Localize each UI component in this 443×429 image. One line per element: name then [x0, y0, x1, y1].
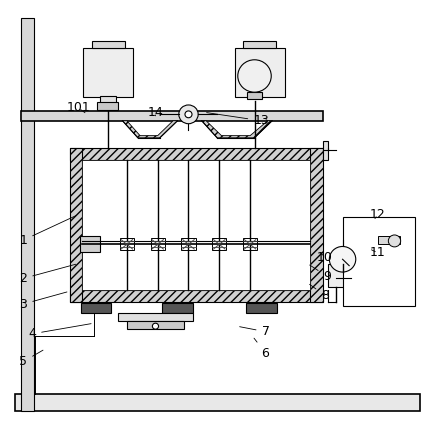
Bar: [246, 303, 276, 313]
Bar: [21, 112, 323, 121]
Bar: [235, 48, 285, 97]
Bar: [127, 321, 184, 329]
Text: 13: 13: [206, 113, 269, 127]
Bar: [162, 303, 193, 313]
Bar: [311, 148, 323, 302]
Circle shape: [329, 247, 356, 272]
Bar: [328, 263, 357, 287]
Polygon shape: [202, 121, 272, 138]
Circle shape: [185, 111, 192, 118]
Polygon shape: [122, 121, 178, 138]
Circle shape: [179, 105, 198, 124]
Text: 3: 3: [19, 292, 67, 311]
Text: 7: 7: [240, 325, 269, 338]
Bar: [82, 160, 311, 290]
Bar: [70, 148, 82, 302]
Bar: [81, 303, 112, 313]
Bar: [342, 217, 415, 306]
Text: 2: 2: [19, 264, 76, 285]
Text: 8: 8: [310, 284, 329, 302]
Circle shape: [238, 60, 271, 92]
Bar: [120, 239, 134, 250]
Circle shape: [389, 235, 400, 247]
Bar: [92, 41, 124, 48]
Bar: [101, 96, 116, 104]
Text: 11: 11: [370, 246, 386, 260]
Text: 1: 1: [19, 216, 76, 247]
Bar: [70, 290, 323, 302]
Text: 4: 4: [28, 323, 91, 340]
Bar: [247, 92, 262, 100]
Bar: [97, 103, 118, 110]
Bar: [118, 313, 193, 321]
Text: 12: 12: [370, 208, 386, 221]
Text: 6: 6: [254, 338, 269, 360]
Bar: [83, 48, 133, 97]
Circle shape: [152, 323, 159, 329]
Bar: [378, 236, 400, 245]
Bar: [345, 250, 413, 304]
Bar: [212, 239, 226, 250]
Bar: [182, 239, 195, 250]
Bar: [243, 41, 276, 48]
Text: 101: 101: [66, 101, 90, 115]
Bar: [70, 148, 323, 160]
Bar: [80, 236, 100, 252]
Text: 14: 14: [148, 106, 163, 119]
Text: 10: 10: [317, 251, 333, 264]
Text: 9: 9: [310, 265, 331, 283]
Bar: [243, 239, 257, 250]
Bar: [21, 18, 34, 411]
Bar: [323, 141, 328, 160]
Bar: [151, 239, 165, 250]
Text: 5: 5: [19, 350, 43, 368]
Bar: [250, 85, 259, 92]
Bar: [15, 393, 420, 411]
